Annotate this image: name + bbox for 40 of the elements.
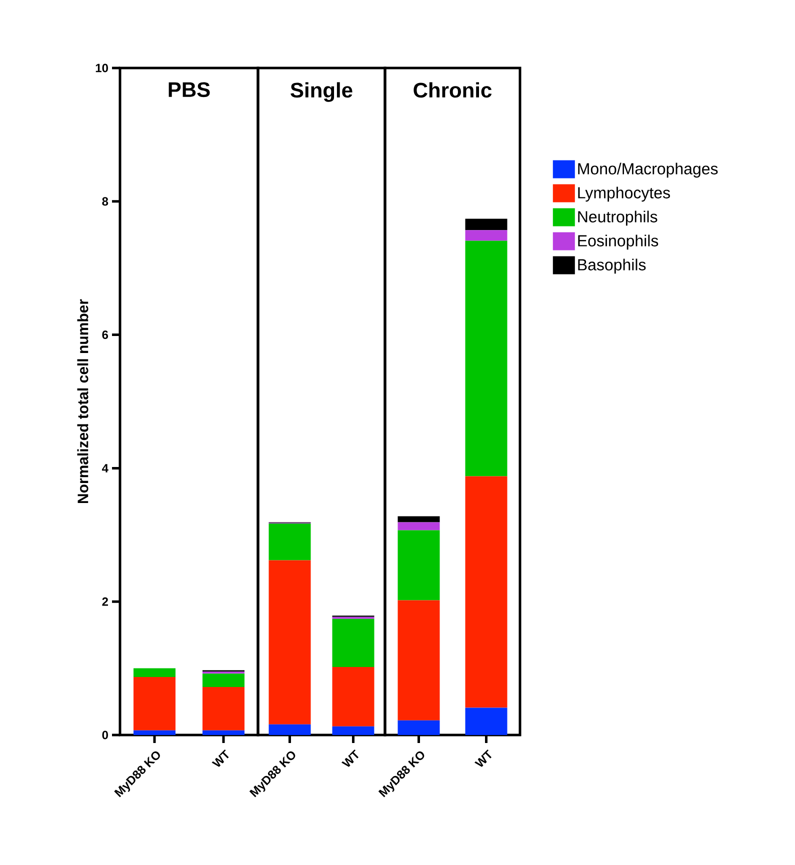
bar bbox=[268, 560, 311, 724]
bar bbox=[465, 218, 508, 230]
bar bbox=[332, 618, 374, 667]
bar bbox=[134, 668, 176, 677]
legend-label: Neutrophils bbox=[578, 210, 658, 226]
y-tick-label: 8 bbox=[102, 197, 108, 206]
x-tick-label: WT bbox=[474, 749, 492, 767]
y-tick-label: 2 bbox=[102, 597, 108, 606]
text: Single bbox=[290, 82, 352, 102]
y-axis-title: Normalized total cell number bbox=[77, 299, 88, 504]
bar bbox=[398, 720, 440, 735]
legend-label: Lymphocytes bbox=[578, 186, 670, 202]
y-tick-label: 4 bbox=[102, 464, 108, 472]
bar bbox=[134, 730, 176, 735]
legend-label: Eosinophils bbox=[578, 234, 658, 250]
x-tick-label: WT bbox=[212, 749, 229, 767]
bar bbox=[465, 240, 508, 476]
bar bbox=[202, 674, 244, 687]
bar bbox=[398, 516, 440, 522]
bar bbox=[398, 600, 440, 720]
bar bbox=[332, 666, 374, 726]
y-tick-label: 10 bbox=[96, 64, 108, 72]
y-tick-label: 0 bbox=[102, 730, 108, 740]
bar bbox=[268, 524, 311, 560]
bar bbox=[398, 522, 440, 530]
bar bbox=[398, 530, 440, 600]
bar bbox=[465, 476, 508, 708]
legend-label: Basophils bbox=[578, 258, 646, 274]
text: PBS bbox=[168, 82, 210, 98]
bar bbox=[202, 730, 244, 735]
bar bbox=[134, 676, 176, 730]
bar bbox=[268, 724, 311, 735]
legend-label: Mono/Macrophages bbox=[578, 162, 718, 178]
y-tick-label: 6 bbox=[102, 330, 108, 340]
bar bbox=[202, 686, 244, 730]
bar bbox=[465, 230, 508, 241]
bar bbox=[465, 708, 508, 735]
x-tick-label: WT bbox=[341, 749, 359, 767]
bar bbox=[332, 726, 374, 735]
text: Chronic bbox=[414, 82, 492, 98]
